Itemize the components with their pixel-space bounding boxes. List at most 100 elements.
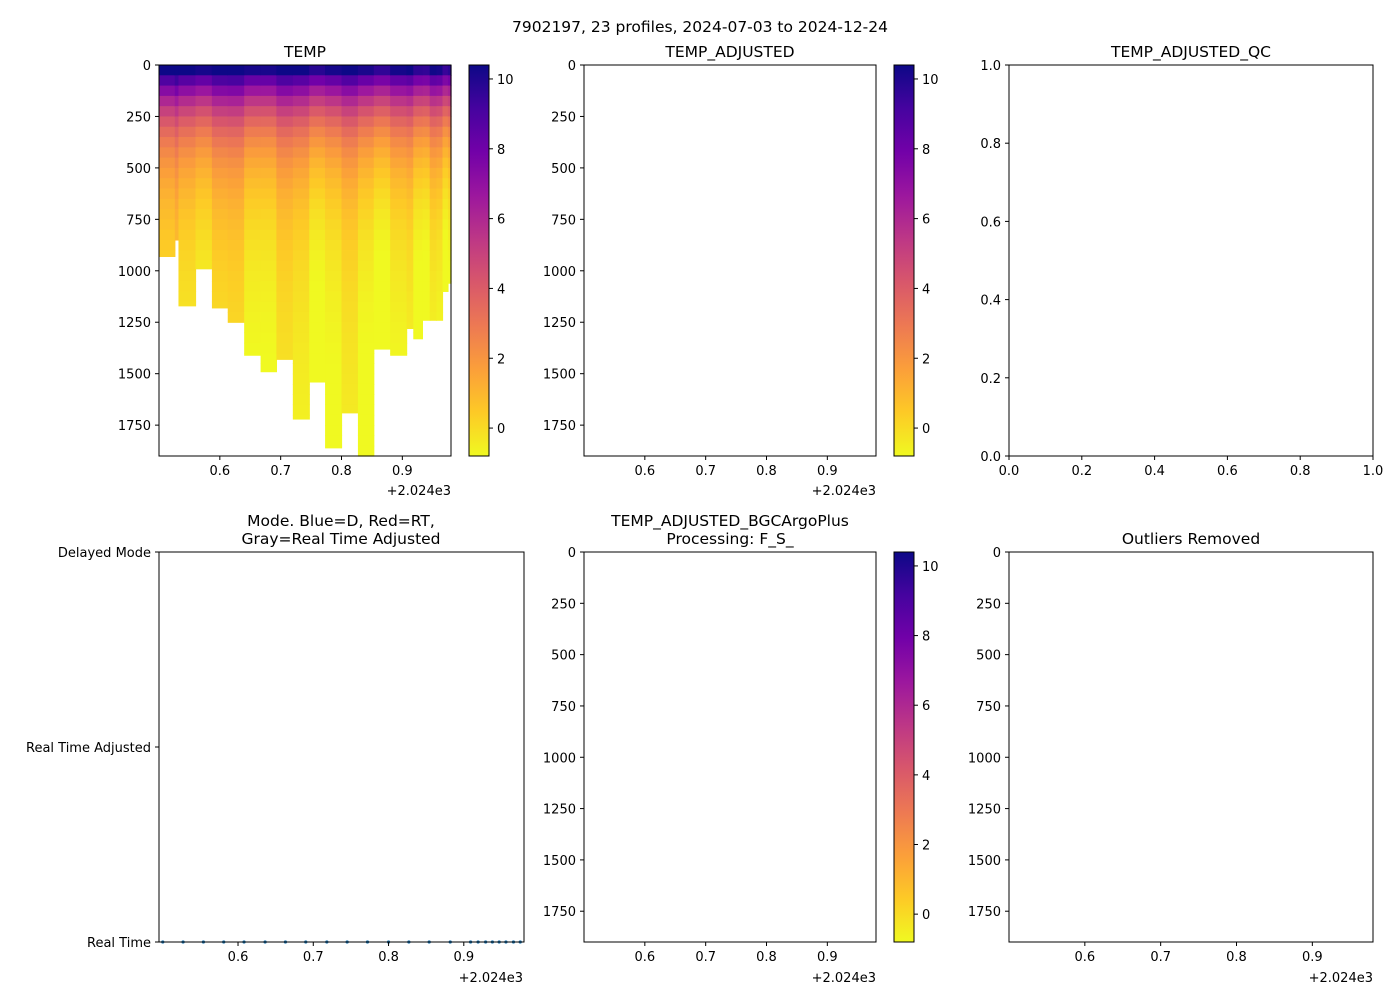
heatmap-cell: [195, 260, 213, 270]
heatmap-cell: [309, 219, 326, 231]
heatmap-cell: [422, 75, 431, 87]
heatmap-cell: [260, 75, 278, 87]
heatmap-cell: [211, 209, 229, 220]
heatmap-cell: [390, 209, 408, 220]
heatmap-cell: [260, 260, 278, 272]
heatmap-cell: [357, 435, 375, 447]
heatmap-cell: [436, 75, 444, 87]
heatmap-cell: [341, 157, 359, 169]
colorbar-tick-label: 4: [922, 769, 930, 784]
heatmap-cell: [442, 157, 449, 169]
heatmap-cell: [357, 250, 375, 262]
x-tick-label: 0.0: [999, 464, 1020, 479]
y-tick-label: 1500: [968, 854, 1001, 869]
heatmap-cell: [442, 270, 449, 282]
heatmap-cell: [309, 198, 326, 210]
heatmap-cell: [406, 106, 414, 118]
heatmap-cell: [436, 157, 444, 169]
x-tick-label: 1.0: [1363, 464, 1384, 479]
colorbar-tick-label: 4: [497, 282, 505, 297]
heatmap-cell: [244, 219, 262, 231]
heatmap-cell: [227, 281, 245, 292]
heatmap-cell: [292, 394, 310, 406]
x-tick-label: 0.9: [817, 950, 838, 965]
x-tick-label: 0.6: [228, 950, 249, 965]
heatmap-cell: [159, 137, 176, 148]
heatmap-cell: [373, 332, 391, 344]
heatmap-cell: [211, 281, 229, 292]
panel-title-line-2: Gray=Real Time Adjusted: [241, 530, 440, 548]
heatmap-cell: [195, 209, 213, 220]
heatmap-cell: [422, 209, 431, 220]
heatmap-cell: [447, 126, 452, 138]
heatmap-cell: [341, 322, 359, 334]
heatmap-cell: [341, 373, 359, 385]
heatmap-cell: [429, 250, 437, 262]
heatmap-cell: [260, 270, 278, 282]
heatmap-cell: [260, 301, 278, 313]
heatmap-cell: [174, 106, 180, 118]
heatmap-cell: [357, 373, 375, 385]
heatmap-cell: [178, 75, 197, 87]
colorbar: 0 2 4 6 8 10: [468, 64, 514, 457]
heatmap-cell: [390, 260, 408, 272]
heatmap-cell: [195, 106, 213, 118]
heatmap-cell: [357, 116, 375, 128]
heatmap-cell: [357, 445, 375, 457]
heatmap-cell: [447, 250, 452, 262]
heatmap-cell: [373, 75, 391, 87]
heatmap-cell: [227, 178, 245, 190]
heatmap-cell: [447, 167, 452, 179]
heatmap-cell: [390, 106, 408, 118]
heatmap-cell: [292, 404, 310, 416]
heatmap-cell: [436, 281, 444, 292]
heatmap-cell: [227, 137, 245, 148]
heatmap-cell: [341, 281, 359, 292]
heatmap-cell: [390, 157, 408, 169]
heatmap-cell: [227, 250, 245, 262]
heatmap-cell: [309, 157, 326, 169]
heatmap-cell: [436, 137, 444, 148]
heatmap-cell: [195, 188, 213, 200]
heatmap-cell: [211, 116, 229, 128]
heatmap-cell: [227, 65, 245, 76]
heatmap-cell: [357, 342, 375, 354]
heatmap-cell: [390, 75, 408, 87]
heatmap-cell: [325, 322, 343, 334]
heatmap-cell: [195, 126, 213, 138]
heatmap-cell: [325, 414, 343, 426]
heatmap-cell: [373, 209, 391, 220]
heatmap-cell: [406, 311, 414, 323]
heatmap-cell: [195, 157, 213, 169]
heatmap-cell: [413, 209, 424, 220]
heatmap-cell: [292, 342, 310, 354]
heatmap-cell: [341, 342, 359, 354]
heatmap-cell: [211, 188, 229, 200]
heatmap-cell: [341, 198, 359, 210]
heatmap-cell: [260, 250, 278, 262]
heatmap-cell: [442, 126, 449, 138]
heatmap-cell: [357, 291, 375, 303]
x-tick-label: 0.8: [756, 950, 777, 965]
heatmap-cell: [429, 126, 437, 138]
x-offset-label: +2.024e3: [387, 484, 451, 499]
x-tick-label: 0.8: [378, 950, 399, 965]
x-tick-label: 0.9: [817, 464, 838, 479]
heatmap-cell: [325, 126, 343, 138]
heatmap-cell: [357, 311, 375, 323]
heatmap-cell: [227, 270, 245, 282]
heatmap-cell: [325, 95, 343, 107]
heatmap-cell: [357, 198, 375, 210]
heatmap-cell: [357, 353, 375, 364]
heatmap-cell: [341, 116, 359, 128]
heatmap-cell: [309, 342, 326, 354]
heatmap-cell: [244, 342, 262, 354]
heatmap-cell: [357, 219, 375, 231]
heatmap-cell: [325, 178, 343, 190]
heatmap-cell: [227, 301, 245, 313]
heatmap-cell: [436, 209, 444, 220]
heatmap-cell: [413, 311, 424, 323]
y-tick-label: 1250: [968, 803, 1001, 818]
heatmap-cell: [357, 383, 375, 395]
heatmap-cell: [178, 116, 197, 128]
